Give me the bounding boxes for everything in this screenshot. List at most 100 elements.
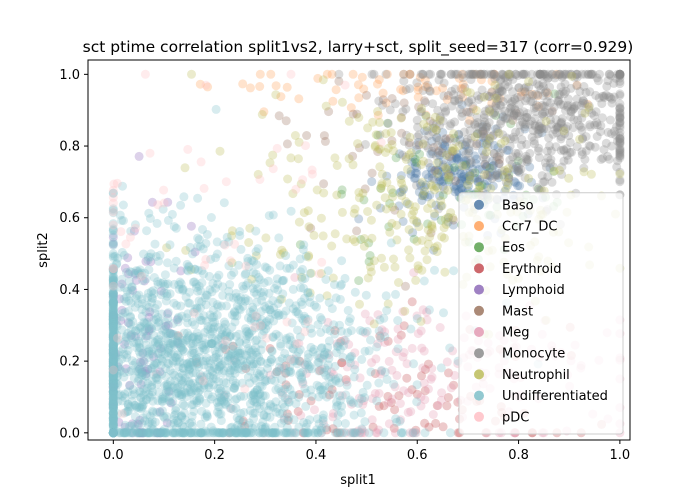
data-point	[141, 307, 151, 317]
data-point	[158, 392, 168, 402]
data-point	[438, 128, 448, 137]
data-point	[407, 385, 417, 395]
data-point	[420, 186, 429, 196]
data-point	[249, 414, 259, 423]
data-point	[447, 156, 457, 166]
data-point	[395, 149, 404, 159]
data-point	[489, 148, 499, 158]
data-point	[248, 359, 258, 369]
data-point	[108, 356, 118, 366]
data-point	[298, 428, 308, 438]
data-point	[444, 170, 454, 179]
data-point	[533, 91, 543, 101]
data-point	[480, 160, 490, 169]
data-point	[320, 136, 330, 146]
data-point	[108, 393, 118, 403]
data-point	[348, 428, 358, 438]
data-point	[396, 171, 406, 181]
data-point	[475, 138, 484, 148]
data-point	[507, 102, 517, 112]
data-point	[342, 234, 352, 244]
data-point	[108, 327, 118, 337]
data-point	[141, 371, 150, 381]
data-point	[142, 347, 152, 357]
data-point	[108, 309, 118, 319]
data-point	[369, 69, 379, 79]
data-point	[503, 69, 513, 79]
data-point	[108, 349, 118, 359]
data-point	[472, 112, 482, 122]
data-point	[126, 226, 136, 236]
x-tick-label: 0.6	[407, 448, 428, 463]
data-point	[108, 296, 118, 306]
data-point	[219, 392, 229, 402]
data-point	[373, 130, 383, 140]
data-point	[446, 383, 456, 393]
data-point	[130, 270, 140, 280]
data-point	[613, 156, 623, 166]
data-point	[504, 164, 514, 173]
data-point	[255, 389, 265, 399]
data-point	[150, 417, 160, 427]
data-point	[108, 315, 118, 325]
data-point	[117, 391, 127, 401]
data-point	[386, 398, 396, 407]
data-point	[615, 73, 625, 83]
data-point	[166, 419, 176, 429]
data-point	[437, 148, 447, 157]
data-point	[511, 105, 520, 115]
data-point	[615, 99, 625, 109]
data-point	[127, 390, 137, 400]
data-point	[108, 361, 118, 371]
data-point	[156, 286, 166, 296]
data-point	[198, 356, 208, 366]
data-point	[244, 328, 254, 338]
data-point	[129, 373, 139, 383]
data-point	[219, 323, 229, 333]
data-point	[152, 428, 162, 438]
data-point	[462, 87, 472, 97]
data-point	[149, 315, 159, 325]
data-point	[108, 378, 118, 388]
data-point	[509, 111, 519, 121]
data-point	[143, 331, 153, 341]
data-point	[171, 428, 180, 438]
data-point	[319, 410, 328, 420]
data-point	[531, 107, 541, 116]
data-point	[319, 131, 329, 141]
data-point	[398, 352, 408, 362]
data-point	[428, 149, 438, 158]
data-point	[252, 385, 262, 395]
data-point	[144, 353, 154, 363]
data-point	[216, 416, 226, 426]
data-point	[216, 393, 226, 403]
data-point	[168, 428, 178, 438]
data-point	[297, 314, 307, 323]
data-point	[225, 372, 235, 382]
data-point	[162, 243, 172, 253]
data-point	[127, 333, 137, 343]
data-point	[470, 69, 479, 79]
data-point	[294, 422, 304, 432]
data-point	[231, 288, 241, 298]
data-point	[141, 387, 151, 397]
data-point	[197, 428, 206, 438]
data-point	[475, 174, 485, 184]
data-point	[193, 193, 203, 203]
data-point	[144, 312, 154, 322]
data-point	[268, 333, 278, 342]
data-point	[547, 106, 557, 116]
data-point	[524, 82, 534, 92]
data-point	[196, 370, 205, 380]
data-point	[167, 209, 177, 219]
data-point	[447, 165, 456, 175]
data-point	[128, 317, 138, 327]
data-point	[112, 368, 122, 378]
data-point	[273, 285, 283, 295]
data-point	[174, 428, 184, 438]
data-point	[484, 118, 494, 127]
data-point	[182, 265, 192, 275]
data-point	[287, 318, 297, 328]
data-point	[223, 363, 233, 373]
data-point	[188, 341, 198, 351]
